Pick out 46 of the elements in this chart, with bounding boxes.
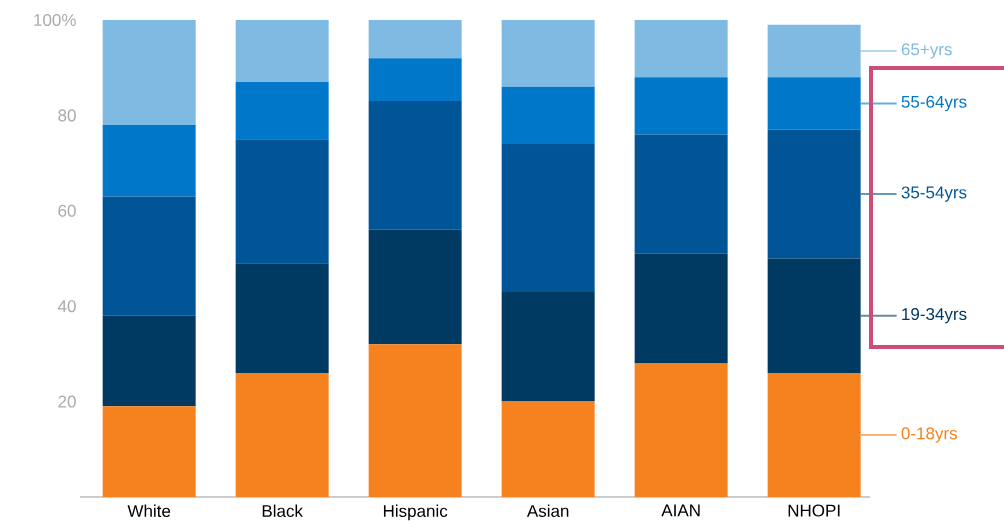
y-tick-label: 100% — [34, 13, 76, 27]
x-tick-label: Hispanic — [383, 504, 448, 521]
text: 19-34yrs — [902, 308, 967, 324]
text: 55-64yrs — [901, 95, 967, 112]
bar — [634, 77, 728, 135]
bar — [634, 253, 728, 364]
x-tick-label: Asian — [526, 504, 569, 518]
bar — [102, 406, 196, 497]
text: 0-18yrs — [901, 427, 957, 443]
x-tick-label: AIAN — [661, 504, 700, 517]
bar — [102, 315, 196, 407]
bar — [634, 19, 728, 78]
y-tick-label: 80 — [58, 109, 76, 122]
y-tick-label: 20 — [58, 395, 76, 408]
bar — [368, 229, 462, 345]
bar — [235, 19, 329, 82]
text: 35-54yrs — [901, 186, 967, 202]
bar — [102, 196, 196, 316]
bar — [767, 258, 861, 373]
x-tick-label: Black — [262, 504, 303, 518]
y-tick-label: 60 — [58, 204, 76, 217]
bar — [501, 19, 595, 87]
bar — [767, 24, 861, 78]
y-tick-label: 40 — [57, 300, 76, 313]
bar — [501, 86, 595, 145]
bar — [368, 58, 462, 102]
bar — [501, 291, 595, 402]
bar — [501, 401, 595, 497]
bar — [235, 372, 329, 497]
bar — [767, 129, 861, 259]
bar — [368, 344, 462, 497]
text: 65+yrs — [901, 43, 952, 59]
bar — [235, 82, 329, 140]
x-tick-label: NHOPI — [788, 504, 840, 517]
bar — [102, 19, 196, 125]
x-tick-label: White — [127, 504, 171, 518]
bar — [767, 77, 861, 130]
bar — [634, 363, 728, 497]
bar — [368, 101, 462, 230]
bar — [235, 263, 329, 373]
bar — [767, 372, 861, 497]
bar — [501, 144, 595, 292]
bar — [102, 124, 196, 197]
bar — [235, 139, 329, 264]
bar — [368, 19, 462, 59]
bar — [634, 134, 728, 254]
